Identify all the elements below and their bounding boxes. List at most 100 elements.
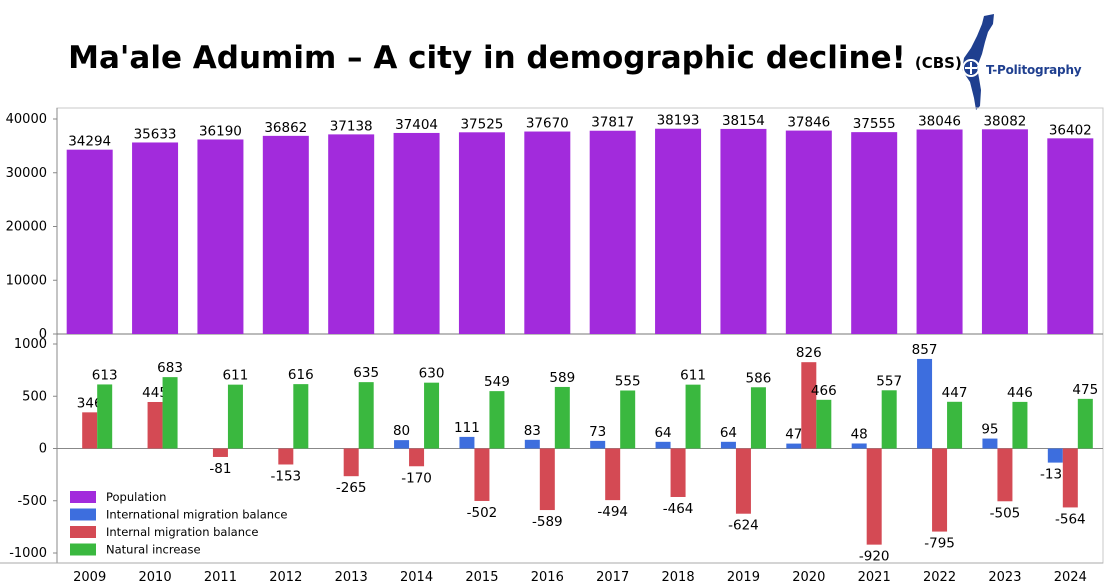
natural-increase-bar (489, 391, 505, 449)
international-migration-bar (1047, 448, 1063, 463)
natural-increase-bar (293, 384, 309, 449)
international-migration-label: 95 (981, 422, 998, 438)
natural-increase-bar (881, 390, 897, 449)
internal-migration-bar (147, 401, 163, 449)
population-bar (197, 139, 244, 334)
internal-migration-bar (212, 448, 228, 457)
natural-increase-label: 586 (746, 370, 772, 386)
natural-increase-label: 549 (484, 374, 510, 390)
natural-increase-label: 616 (288, 367, 314, 383)
natural-increase-bar (162, 377, 178, 449)
internal-migration-bar (997, 448, 1013, 502)
international-migration-label: 48 (851, 426, 868, 442)
population-bar (1047, 138, 1094, 334)
page-title: Ma'ale Adumim – A city in demographic de… (68, 40, 906, 76)
natural-increase-bar (1012, 401, 1028, 449)
x-tick-label: 2016 (531, 570, 564, 585)
internal-migration-label: 445 (142, 385, 168, 401)
x-tick-label: 2021 (858, 570, 891, 585)
internal-migration-bar (343, 448, 359, 477)
population-bar (589, 130, 636, 334)
natural-increase-label: 630 (419, 366, 445, 382)
population-data-label: 37404 (395, 117, 438, 133)
internal-migration-label: -81 (209, 461, 231, 477)
logo-emblem (962, 59, 980, 77)
y-tick-label: 40000 (6, 112, 47, 127)
internal-migration-label: -589 (532, 514, 563, 530)
international-migration-label: 64 (720, 425, 737, 441)
population-data-label: 37555 (853, 116, 896, 132)
y-tick-label: 20000 (6, 220, 47, 235)
natural-increase-bar (227, 384, 243, 449)
population-bar (720, 128, 767, 334)
population-bar (132, 142, 179, 334)
internal-migration-bar (278, 448, 294, 465)
population-data-label: 37670 (526, 116, 569, 132)
israel-map-logo-icon (962, 14, 994, 110)
internal-migration-label: -494 (597, 504, 628, 520)
natural-increase-label: 466 (811, 383, 837, 399)
population-data-label: 38154 (722, 113, 765, 129)
international-migration-bar (786, 443, 802, 449)
internal-migration-bar (801, 362, 817, 449)
y-tick-label: -1000 (9, 546, 47, 561)
internal-migration-label: -502 (467, 505, 498, 521)
y-tick-label: 10000 (6, 273, 47, 288)
population-bar (851, 132, 898, 334)
population-bar (393, 132, 440, 334)
natural-increase-label: 446 (1007, 385, 1033, 401)
international-migration-bar (590, 440, 606, 449)
internal-migration-bar (735, 448, 751, 514)
international-migration-bar (851, 443, 867, 449)
x-tick-label: 2010 (139, 570, 172, 585)
natural-increase-label: 555 (615, 374, 641, 390)
x-tick-label: 2022 (923, 570, 956, 585)
population-data-label: 37138 (330, 118, 373, 134)
natural-increase-bar (685, 384, 701, 449)
population-bar (458, 132, 505, 334)
population-bar (785, 130, 832, 334)
x-tick-label: 2024 (1054, 570, 1087, 585)
natural-increase-label: 611 (680, 368, 706, 384)
natural-increase-bar (97, 384, 113, 449)
x-tick-label: 2014 (400, 570, 433, 585)
international-migration-label: 47 (785, 427, 802, 443)
y-tick-label: 500 (22, 389, 47, 404)
x-tick-label: 2015 (465, 570, 498, 585)
legend-swatch (70, 543, 96, 556)
population-data-label: 36862 (264, 120, 307, 136)
population-bar (66, 149, 113, 334)
internal-migration-label: -920 (859, 549, 890, 565)
international-migration-label: 73 (589, 424, 606, 440)
international-migration-bar (982, 438, 998, 449)
population-data-label: 34294 (68, 134, 111, 150)
x-tick-label: 2018 (662, 570, 695, 585)
x-tick-label: 2023 (988, 570, 1021, 585)
internal-migration-label: -170 (401, 470, 432, 486)
legend-label: Natural increase (106, 543, 201, 557)
natural-increase-label: 589 (549, 370, 575, 386)
internal-migration-bar (539, 448, 555, 511)
population-bar (328, 134, 375, 334)
internal-migration-label: -265 (336, 480, 367, 496)
x-tick-label: 2020 (792, 570, 825, 585)
population-bar (916, 129, 963, 334)
internal-migration-bar (932, 448, 948, 532)
natural-increase-label: 475 (1072, 382, 1098, 398)
x-tick-label: 2012 (269, 570, 302, 585)
natural-increase-label: 557 (876, 373, 902, 389)
population-data-label: 36402 (1049, 122, 1092, 138)
natural-increase-label: 635 (353, 365, 379, 381)
natural-increase-bar (554, 386, 570, 449)
international-migration-bar (655, 441, 671, 449)
natural-increase-bar (358, 382, 374, 449)
legend-swatch (70, 491, 96, 503)
internal-migration-label: 346 (77, 395, 103, 411)
population-bar (655, 128, 702, 334)
internal-migration-label: -464 (663, 501, 694, 517)
internal-migration-bar (474, 448, 490, 501)
y-tick-label: 30000 (6, 166, 47, 181)
population-data-label: 37817 (591, 115, 634, 131)
legend-swatch (70, 508, 96, 521)
population-data-label: 38082 (983, 113, 1026, 129)
